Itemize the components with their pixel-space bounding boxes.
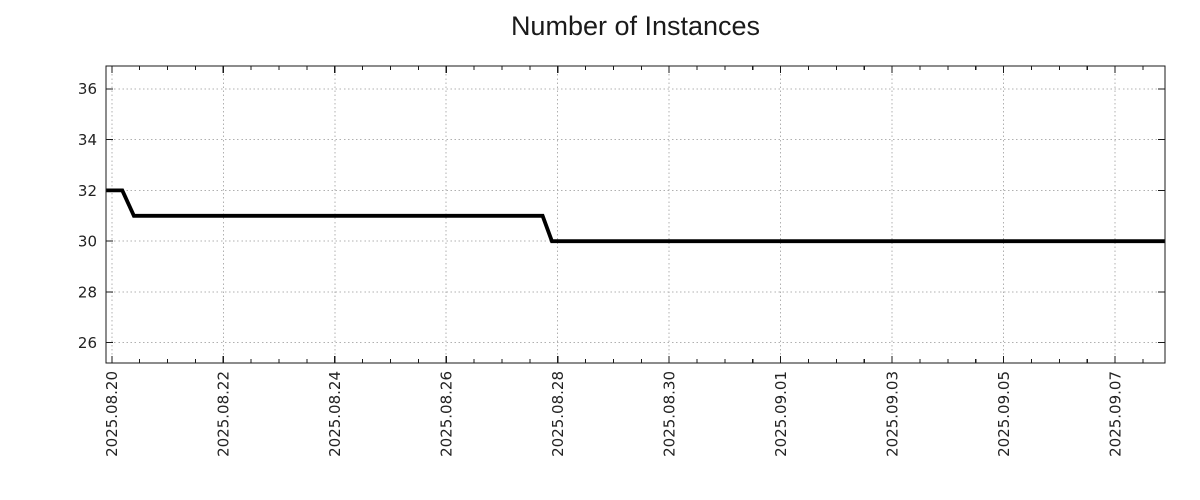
y-axis-labels: 26 28 30 32 34 36: [78, 80, 97, 352]
tick-marks: [106, 66, 1165, 363]
y-tick-label: 32: [78, 182, 97, 200]
y-tick-label: 26: [78, 334, 97, 352]
chart-title: Number of Instances: [510, 11, 761, 41]
x-tick-label: 2025.09.01: [772, 371, 790, 457]
y-tick-label: 28: [78, 283, 97, 301]
x-tick-label: 2025.09.05: [995, 371, 1013, 457]
x-tick-label: 2025.08.30: [661, 371, 679, 457]
x-tick-label: 2025.08.24: [326, 371, 344, 457]
y-tick-label: 30: [78, 233, 97, 251]
x-tick-label: 2025.08.22: [215, 371, 233, 457]
x-tick-label: 2025.08.26: [438, 371, 456, 457]
x-tick-label: 2025.08.28: [549, 371, 567, 457]
y-tick-label: 36: [78, 80, 97, 98]
y-tick-label: 34: [78, 131, 97, 149]
x-tick-label: 2025.09.03: [884, 371, 902, 457]
series-line: [106, 188, 1165, 244]
x-tick-label: 2025.09.07: [1106, 371, 1124, 457]
plot-border: [105, 65, 1166, 364]
x-tick-label: 2025.08.20: [103, 371, 121, 457]
x-axis-labels: 2025.08.20 2025.08.22 2025.08.24 2025.08.26…: [103, 371, 1124, 457]
